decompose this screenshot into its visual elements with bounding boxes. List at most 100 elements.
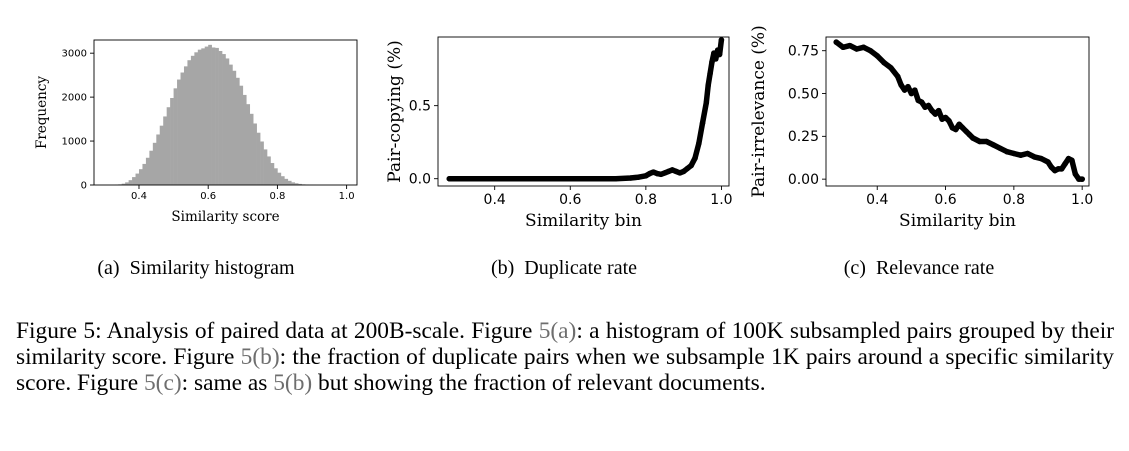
y-tick-label: 0.5 [409, 99, 431, 115]
y-tick-label: 2000 [62, 93, 87, 104]
histogram-bar [170, 98, 174, 185]
data-point [692, 155, 698, 161]
data-point [881, 59, 887, 66]
data-point [983, 138, 990, 145]
data-point [1048, 164, 1055, 170]
ref-link-5b-second[interactable]: 5(b) [273, 370, 313, 396]
histogram-bar [145, 157, 150, 185]
histogram-bar [232, 70, 237, 185]
histogram-bar [246, 104, 251, 185]
histogram-bar [287, 180, 292, 185]
subcaption-c-tag: (c) [843, 257, 866, 279]
plot-frame [93, 39, 358, 186]
data-point [898, 82, 904, 88]
data-point [840, 44, 846, 51]
histogram-bar [197, 49, 202, 185]
data-point [966, 131, 973, 138]
histogram-bar [267, 156, 271, 185]
histogram-bar [260, 141, 264, 185]
histogram-bar [142, 163, 147, 185]
histogram-bar [204, 46, 209, 185]
data-point [1058, 166, 1065, 172]
data-point [635, 174, 642, 180]
data-point [491, 175, 498, 182]
subcaption-b: (b) Duplicate rate [491, 257, 637, 280]
relevance-rate-chart: 0.4 0.6 0.8 1.0 0.00 0.25 0.50 0.75 Similarity b… [749, 25, 1093, 231]
subcaption-a: (a) Similarity histogram [97, 257, 294, 280]
subcaption-c: (c) Relevance rate [844, 257, 994, 280]
data-point [1069, 157, 1075, 164]
data-point [932, 111, 939, 117]
histogram-bar [121, 183, 126, 185]
data-point [976, 138, 983, 145]
data-point [567, 175, 574, 182]
histogram-panel: 0.4 0.6 0.8 1.0 0 1000 2000 3000 Similarity scor… [0, 0, 380, 240]
x-tick-label: 0.8 [1003, 192, 1025, 208]
histogram-bar [222, 54, 226, 185]
data-point [709, 59, 715, 65]
ref-link-5c[interactable]: 5(c) [143, 370, 182, 396]
histogram-bar [277, 172, 282, 185]
histogram-bar [249, 113, 254, 185]
histogram-bar [125, 182, 129, 185]
data-point [956, 121, 962, 128]
ref-link-5b[interactable]: 5(b) [240, 344, 280, 370]
data-point [446, 175, 453, 182]
data-point [627, 175, 634, 181]
data-point [703, 99, 710, 106]
histogram-bar [273, 168, 278, 185]
histogram-bar [152, 142, 157, 185]
histogram-bar [211, 47, 216, 185]
x-tick-label: 0.4 [866, 192, 888, 208]
data-point [929, 107, 935, 114]
histogram-bar [256, 132, 261, 185]
data-point [963, 128, 969, 134]
x-tick-label: 1.0 [710, 192, 732, 208]
data-point [860, 44, 867, 51]
data-point [1004, 148, 1010, 155]
histogram-bar [294, 183, 299, 185]
caption-text-3: : the fraction of duplicate pairs when w… [16, 344, 1114, 396]
data-point [716, 51, 723, 58]
data-point [918, 99, 925, 105]
data-point [597, 175, 604, 182]
data-point [1072, 171, 1079, 177]
histogram-bar [239, 85, 244, 185]
x-tick-label: 1.0 [1071, 192, 1093, 208]
histogram-bar [132, 177, 136, 185]
histogram-bar [187, 60, 192, 185]
data-point [905, 83, 911, 90]
data-point [713, 56, 719, 62]
x-axis-label: Similarity bin [899, 211, 1016, 231]
y-axis-label: Frequency [34, 76, 50, 149]
y-tick-label: 1000 [62, 137, 87, 148]
histogram-bar [270, 163, 275, 185]
histogram-bar [156, 134, 161, 185]
data-point [537, 175, 543, 182]
data-point [684, 165, 691, 172]
x-tick-label: 0.4 [131, 191, 147, 202]
subcaption-a-tag: (a) [97, 257, 120, 279]
histogram-bar [242, 94, 247, 185]
data-point [853, 46, 860, 52]
x-tick-label: 0.6 [559, 192, 581, 208]
data-point [1079, 176, 1085, 182]
ref-link-5a[interactable]: 5(a) [538, 318, 577, 344]
data-point [699, 120, 706, 126]
data-point [552, 175, 558, 182]
histogram-bar [218, 50, 223, 185]
y-tick-label: 3000 [62, 49, 87, 60]
data-point [1031, 154, 1038, 160]
x-tick-label: 0.8 [269, 191, 285, 202]
data-point [1038, 155, 1044, 162]
subcaption-b-tag: (b) [490, 257, 515, 279]
data-point [707, 70, 713, 77]
relevance-rate-panel: 0.4 0.6 0.8 1.0 0.00 0.25 0.50 0.75 Similarity b… [749, 0, 1129, 240]
data-point [507, 175, 513, 182]
histogram-bar [166, 107, 171, 185]
histogram-bar [135, 173, 140, 185]
data-point [1017, 152, 1024, 158]
data-point [612, 175, 619, 182]
x-tick-label: 0.6 [934, 192, 956, 208]
caption-text-1: Analysis of paired data at 200B-scale. F… [101, 318, 539, 344]
